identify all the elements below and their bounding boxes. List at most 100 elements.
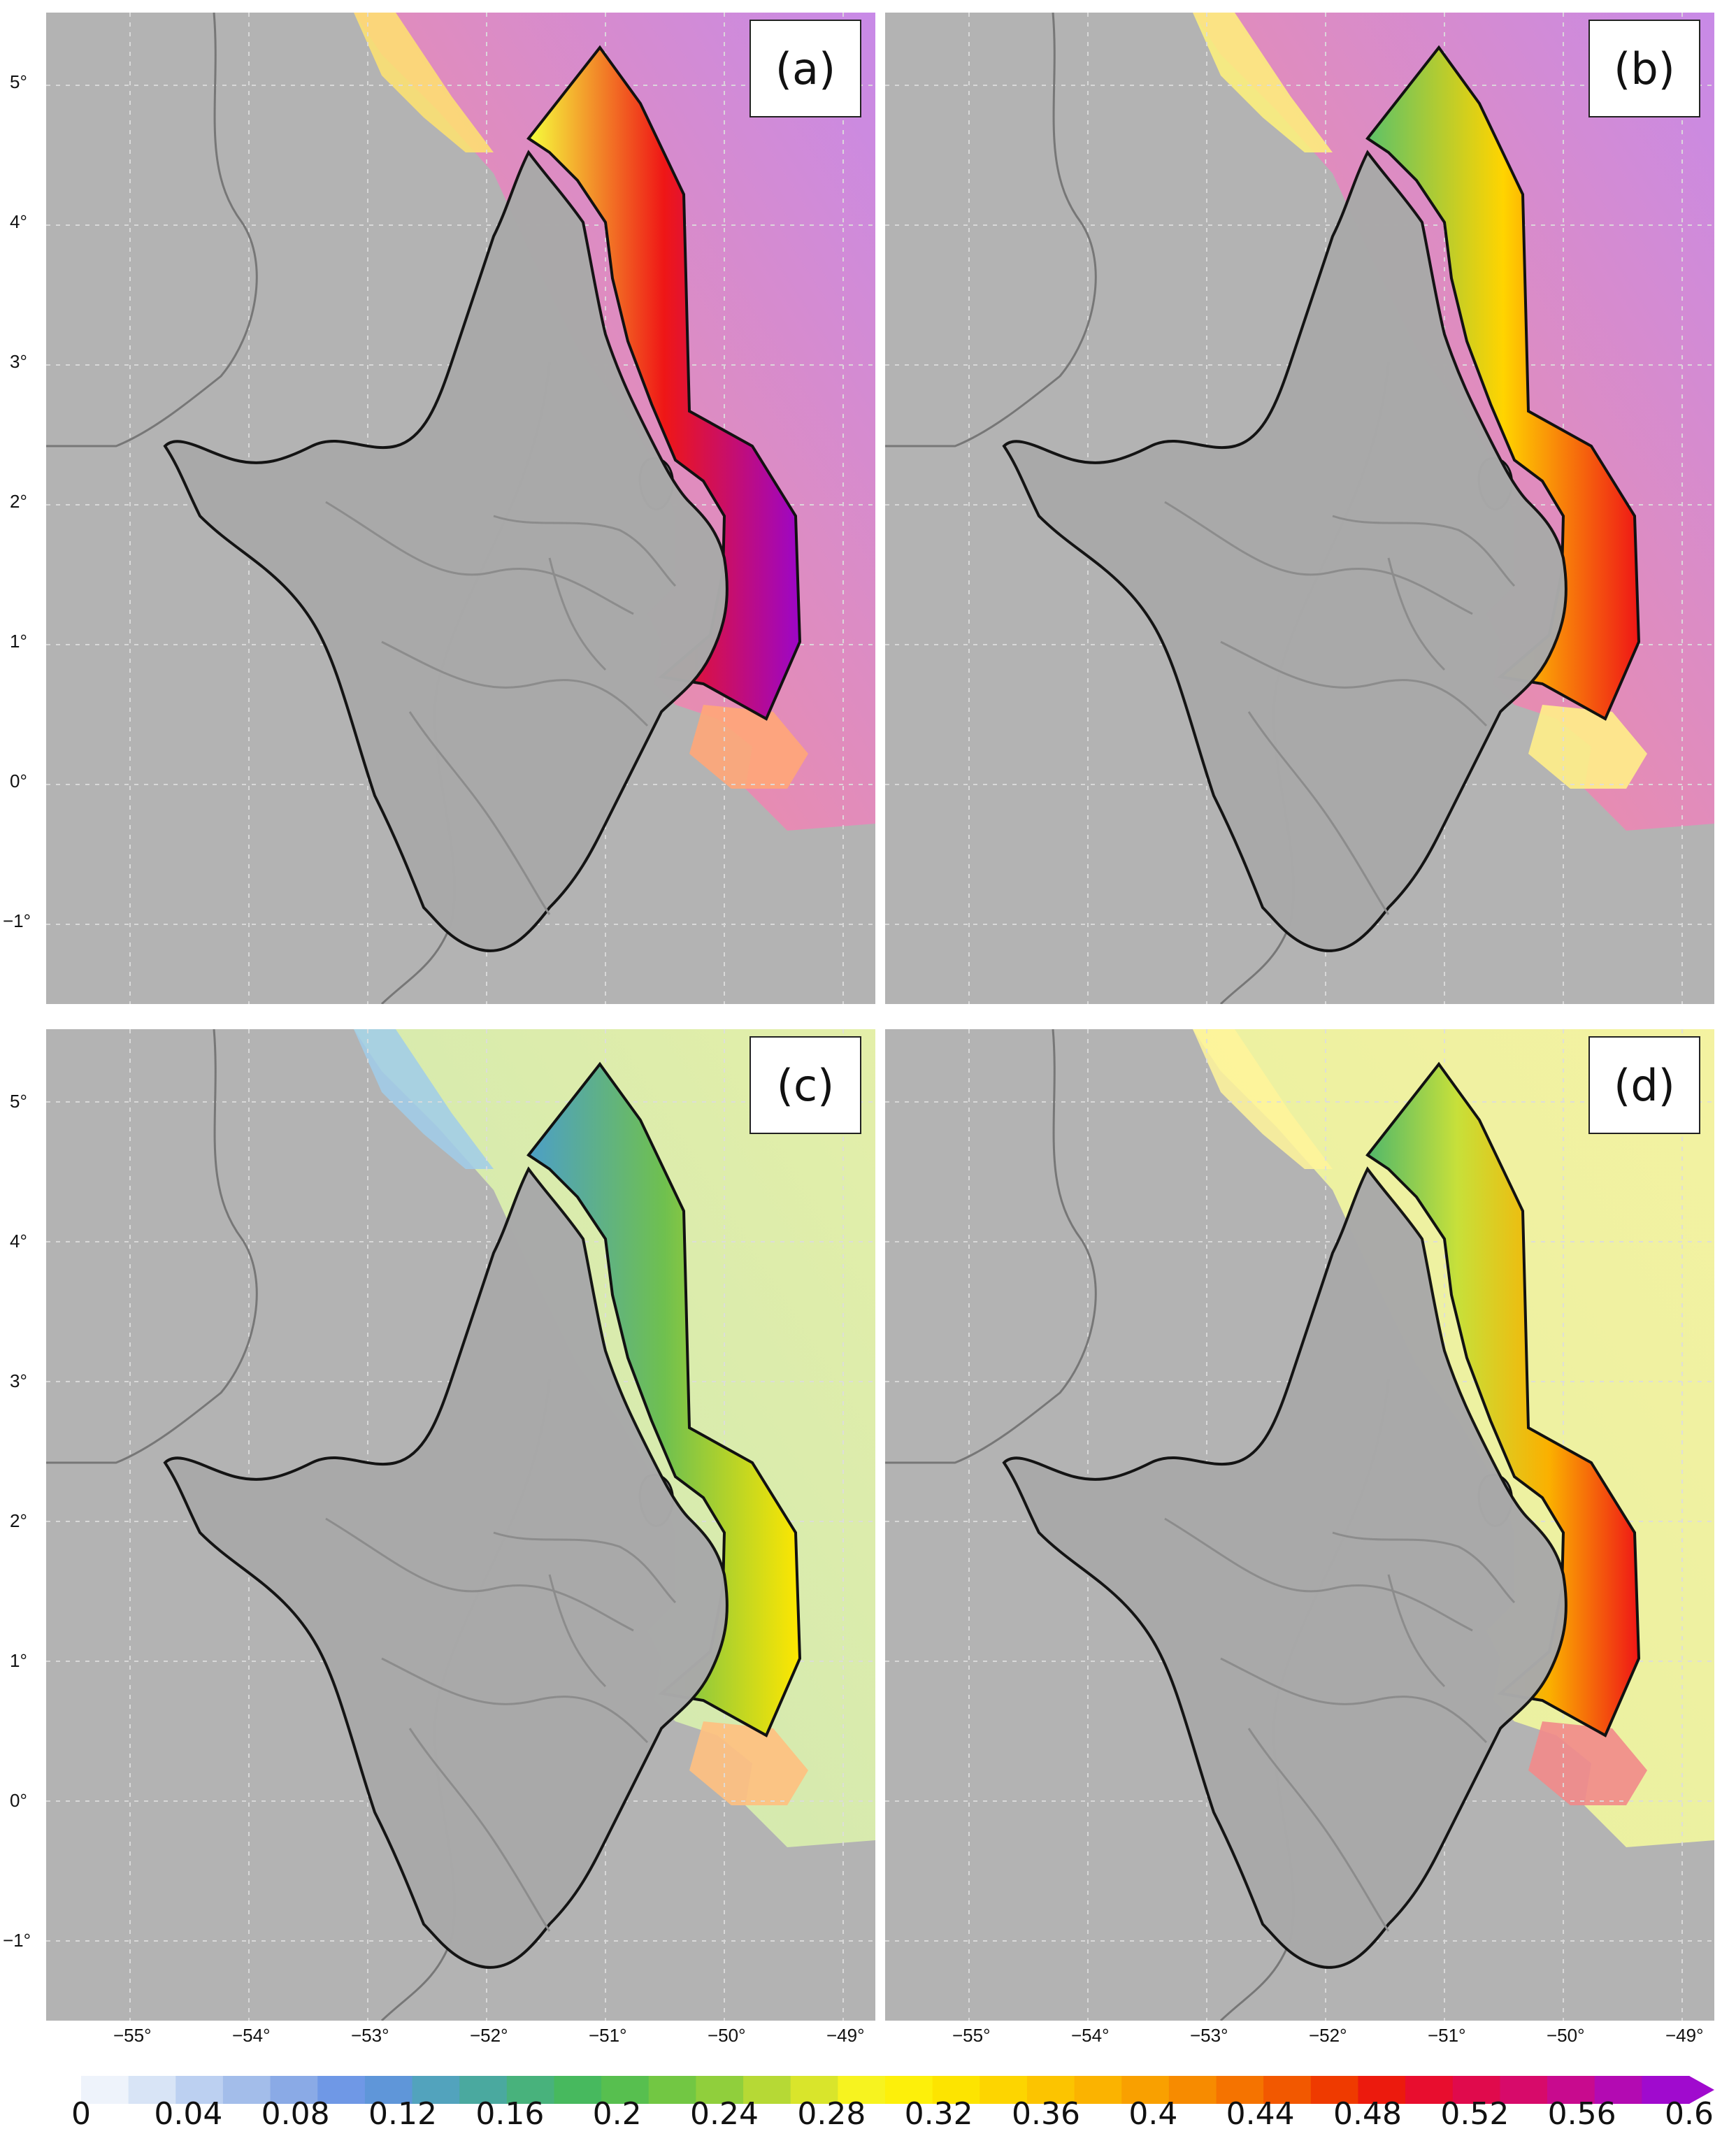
x-tick-label: −54°: [1071, 2025, 1110, 2046]
y-tick-label: 2°: [10, 1510, 27, 1531]
colorbar-cell: [175, 2076, 224, 2104]
x-tick-label: −52°: [1309, 2025, 1347, 2046]
river-lines: [325, 501, 677, 915]
amapa-outline: [163, 1166, 729, 1969]
y-tick-label: 4°: [10, 1231, 27, 1252]
y-tick-label: −1°: [3, 1930, 31, 1951]
x-tick-label: −53°: [351, 2025, 389, 2046]
colorbar-tick-label: 0.08: [261, 2096, 330, 2132]
colorbar-cell: [601, 2076, 650, 2104]
colorbar-cell: [1168, 2076, 1217, 2104]
coastal-band: [1193, 1029, 1333, 1169]
amapa-outline: [163, 150, 729, 952]
y-tick-label: −1°: [3, 910, 31, 931]
colorbar-cell: [81, 2076, 129, 2104]
panel-label: (a): [749, 20, 861, 117]
colorbar-cell: [790, 2076, 838, 2104]
colorbar-cell: [554, 2076, 602, 2104]
y-tick-label: 3°: [10, 1370, 27, 1391]
panel-label: (b): [1588, 20, 1700, 117]
colorbar-cell: [1310, 2076, 1359, 2104]
y-tick-label: 5°: [10, 1091, 27, 1112]
colorbar-tick-label: 0: [71, 2096, 91, 2132]
x-tick-label: −53°: [1190, 2025, 1228, 2046]
x-tick-label: −54°: [232, 2025, 271, 2046]
colorbar-cell: [270, 2076, 318, 2104]
south-plume: [689, 1721, 808, 1805]
south-plume: [1528, 705, 1647, 789]
colorbar-cell: [128, 2076, 176, 2104]
coastal-band: [354, 13, 494, 152]
colorbar-cell: [932, 2076, 980, 2104]
guiana-border: [885, 1029, 1097, 1464]
y-tick-label: 0°: [10, 1790, 27, 1811]
colorbar-tick-label: 0.28: [797, 2096, 866, 2132]
colorbar-extend-arrow: [1689, 2076, 1714, 2104]
south-plume: [689, 705, 808, 789]
coastal-band: [1193, 13, 1333, 152]
colorbar: [81, 2076, 1714, 2104]
colorbar-cell: [459, 2076, 508, 2104]
x-tick-label: −55°: [952, 2025, 991, 2046]
colorbar-cell: [885, 2076, 933, 2104]
map-panel-c: (c): [46, 1029, 875, 2021]
colorbar-cell: [364, 2076, 413, 2104]
colorbar-cell: [838, 2076, 886, 2104]
colorbar-cell: [1216, 2076, 1264, 2104]
y-tick-label: 1°: [10, 1650, 27, 1671]
map-svg: [46, 13, 875, 1004]
colorbar-tick-label: 0.48: [1333, 2096, 1402, 2132]
colorbar-tick-label: 0.36: [1012, 2096, 1080, 2132]
y-tick-label: 3°: [10, 351, 27, 372]
colorbar-cell: [317, 2076, 366, 2104]
colorbar-tick-label: 0.44: [1226, 2096, 1295, 2132]
colorbar-tick-label: 0.12: [368, 2096, 437, 2132]
panel-label: (d): [1588, 1036, 1700, 1134]
amapa-outline: [1002, 1166, 1568, 1969]
colorbar-cell: [648, 2076, 697, 2104]
colorbar-cell: [1452, 2076, 1501, 2104]
map-svg: [885, 1029, 1714, 2021]
guiana-border: [46, 1029, 258, 1464]
colorbar-cell: [1121, 2076, 1170, 2104]
amapa-outline: [1002, 150, 1568, 952]
colorbar-cell: [1358, 2076, 1406, 2104]
guiana-border: [885, 13, 1097, 447]
colorbar-cell: [506, 2076, 555, 2104]
map-panel-d: (d): [885, 1029, 1714, 2021]
y-tick-label: 5°: [10, 71, 27, 92]
map-svg: [46, 1029, 875, 2021]
colorbar-cell: [412, 2076, 460, 2104]
colorbar-cell: [980, 2076, 1028, 2104]
colorbar-cell: [1074, 2076, 1122, 2104]
river-lines: [325, 1517, 677, 1932]
colorbar-cell: [1547, 2076, 1595, 2104]
colorbar-cell: [1405, 2076, 1454, 2104]
y-tick-label: 2°: [10, 491, 27, 512]
colorbar-tick-label: 0.04: [154, 2096, 223, 2132]
x-tick-label: −49°: [1665, 2025, 1704, 2046]
map-panel-a: (a): [46, 13, 875, 1004]
x-tick-label: −50°: [1547, 2025, 1585, 2046]
colorbar-tick-label: 0.2: [592, 2096, 642, 2132]
x-tick-label: −51°: [1428, 2025, 1466, 2046]
colorbar-cell: [1026, 2076, 1075, 2104]
colorbar-tick-label: 0.4: [1128, 2096, 1178, 2132]
x-tick-label: −52°: [470, 2025, 508, 2046]
map-panel-b: (b): [885, 13, 1714, 1004]
colorbar-tick-label: 0.24: [690, 2096, 759, 2132]
colorbar-tick-label: 0.32: [904, 2096, 973, 2132]
x-tick-label: −55°: [113, 2025, 152, 2046]
colorbar-tick-label: 0.16: [475, 2096, 545, 2132]
x-tick-label: −51°: [589, 2025, 627, 2046]
south-plume: [1528, 1721, 1647, 1805]
x-tick-label: −49°: [826, 2025, 865, 2046]
y-tick-label: 4°: [10, 211, 27, 232]
colorbar-cell: [222, 2076, 271, 2104]
river-lines: [1164, 1517, 1516, 1932]
colorbar-cell: [1500, 2076, 1548, 2104]
colorbar-cell: [1263, 2076, 1312, 2104]
colorbar-cell: [743, 2076, 791, 2104]
colorbar-cell: [1642, 2076, 1690, 2104]
y-tick-label: 1°: [10, 631, 27, 652]
